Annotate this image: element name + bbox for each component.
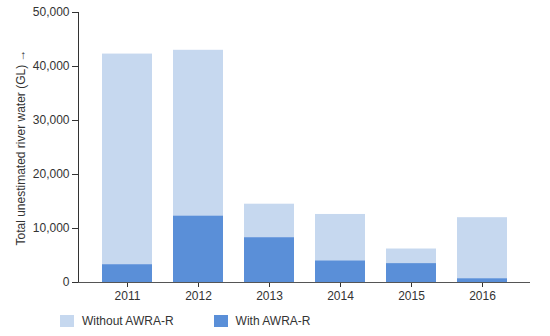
svg-text:2014: 2014 [327,289,354,303]
html-text:Without AWRA-R: Without AWRA-R [82,314,174,328]
svg-text:2013: 2013 [256,289,283,303]
svg-text:20,000: 20,000 [33,167,70,181]
svg-text:2016: 2016 [469,289,496,303]
svg-text:2015: 2015 [398,289,425,303]
svg-text:10,000: 10,000 [33,221,70,235]
svg-text:40,000: 40,000 [33,59,70,73]
svg-text:2012: 2012 [185,289,212,303]
svg-text:Total unestimated river water: Total unestimated river water (GL) → [14,49,28,245]
svg-text:50,000: 50,000 [33,5,70,19]
svg-text:2011: 2011 [115,289,141,303]
svg-text:30,000: 30,000 [33,113,70,127]
svg-text:0: 0 [63,275,70,289]
html-text:With AWRA-R: With AWRA-R [235,314,311,328]
